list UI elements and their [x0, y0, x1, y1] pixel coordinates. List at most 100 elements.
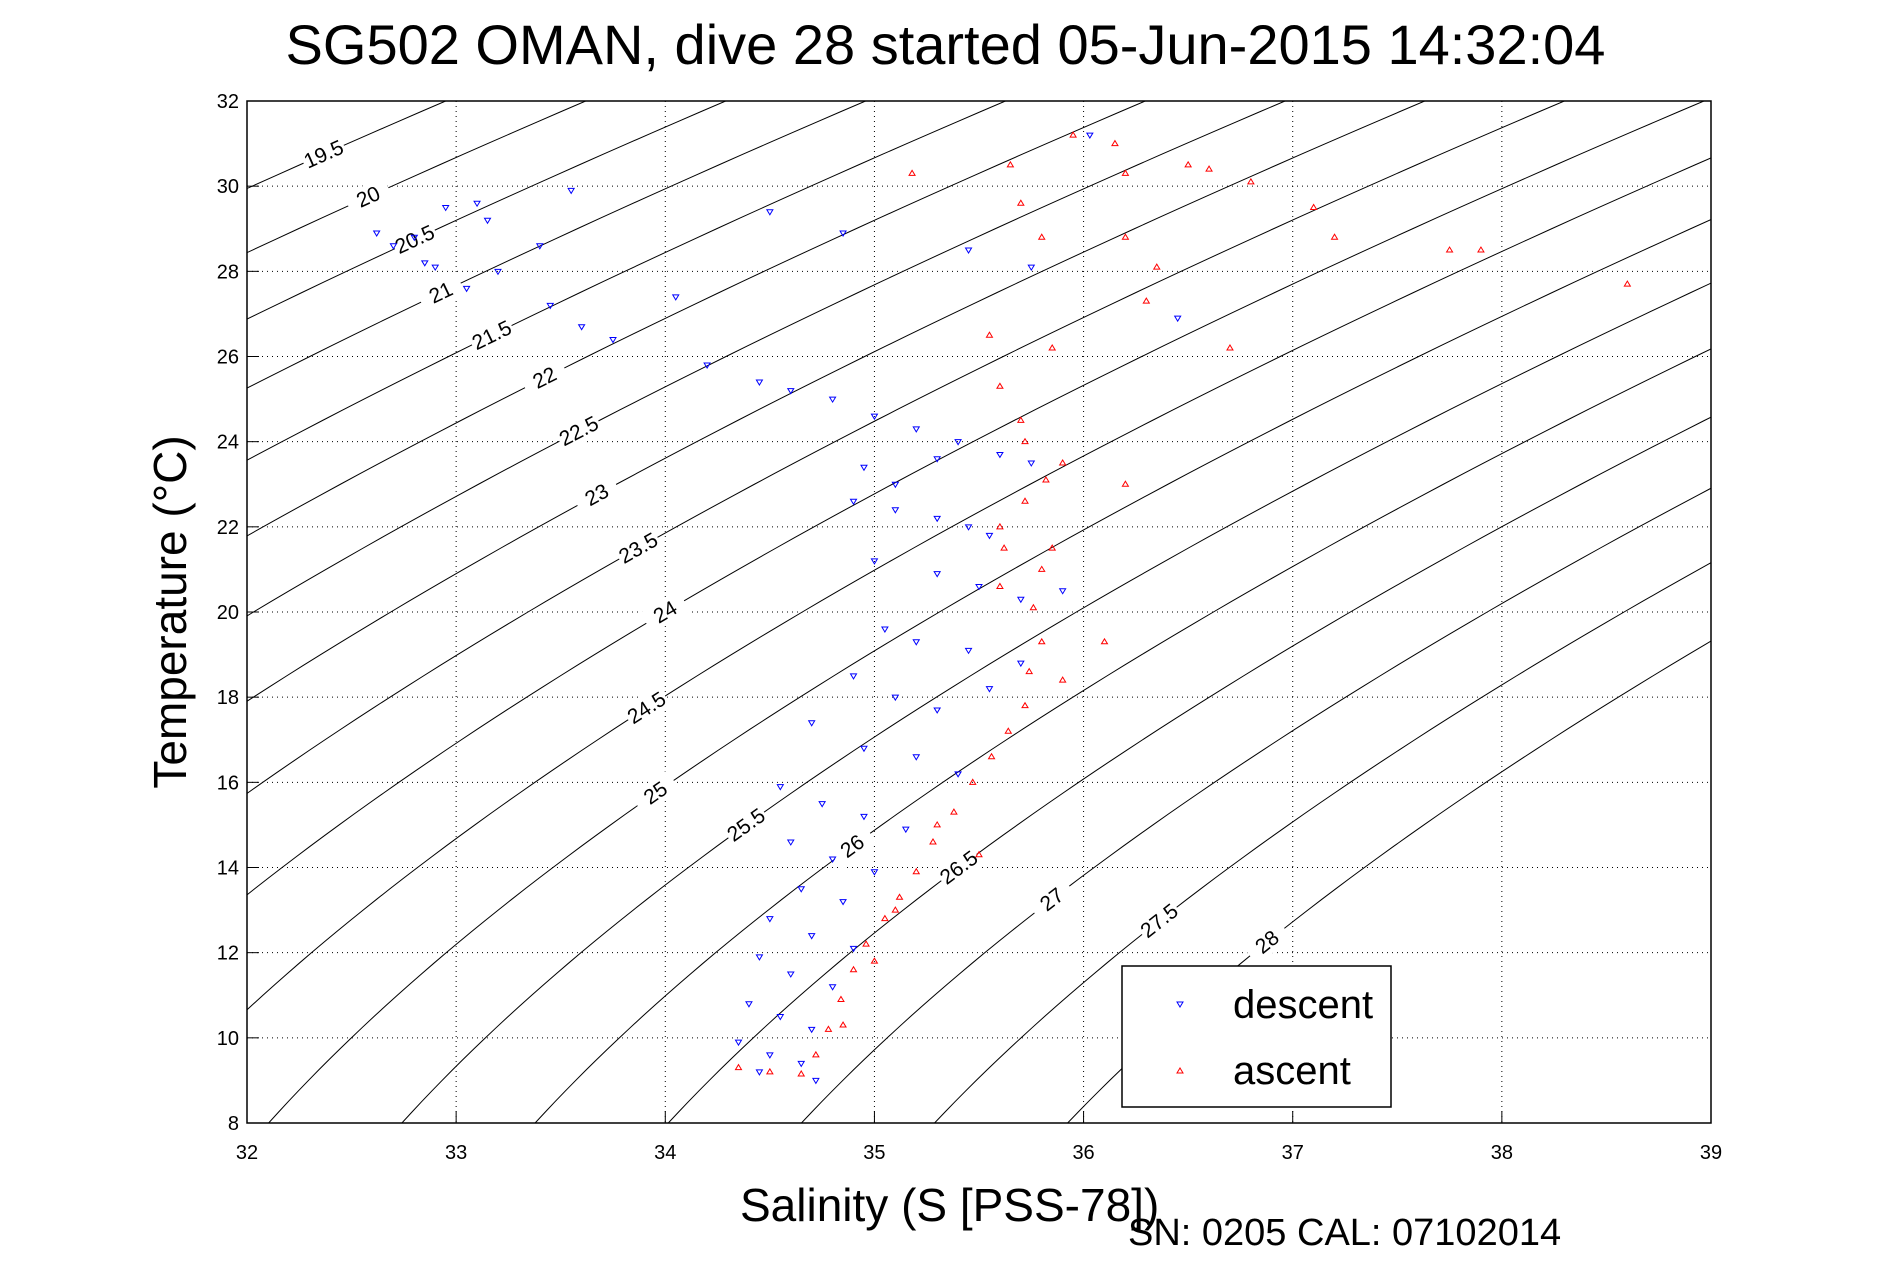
ascent-point: [765, 1067, 774, 1075]
isopycnal-line: [247, 101, 1426, 702]
x-tick-label: 37: [1282, 1142, 1304, 1164]
isopycnal-line: [247, 101, 1007, 461]
ascent-point: [1069, 131, 1077, 138]
descent-point: [828, 856, 837, 863]
isopycnal-label-bg: [466, 314, 517, 356]
isopycnal-label-bg: [298, 134, 349, 175]
ascent-point: [1142, 297, 1151, 304]
descent-point: [933, 456, 942, 463]
ascent-point: [1025, 667, 1034, 675]
ascent-point: [985, 331, 994, 338]
legend: descent ascent: [1121, 965, 1392, 1108]
ascent-point: [1042, 476, 1050, 483]
descent-point: [755, 1069, 764, 1076]
serial-calibration-note: SN: 0205 CAL: 07102014: [1128, 1212, 1562, 1254]
descent-point: [745, 1001, 753, 1008]
x-tick-label: 38: [1491, 1142, 1513, 1164]
descent-point: [985, 686, 994, 693]
descent-point: [839, 899, 847, 906]
ascent-point: [824, 1025, 833, 1032]
ascent-point: [839, 1021, 847, 1028]
descent-point: [828, 984, 837, 991]
ascent-point: [1184, 160, 1193, 168]
ascent-point: [1048, 344, 1057, 351]
descent-point: [494, 268, 502, 276]
ascent-point: [1121, 233, 1130, 240]
isopycnal-label: 27.5: [1136, 899, 1182, 942]
y-tick-label: 8: [228, 1113, 239, 1135]
isopycnal-label-bg: [827, 823, 878, 869]
isopycnal-line: [247, 101, 867, 389]
descent-point: [964, 647, 973, 655]
x-tick-label: 39: [1700, 1142, 1722, 1164]
y-axis-label: Temperature (°C): [144, 435, 196, 789]
y-tick-label: 28: [217, 261, 239, 283]
density-contours: [247, 101, 1711, 1123]
descent-point: [765, 209, 774, 216]
y-tick-label: 10: [217, 1028, 239, 1050]
descent-point: [1027, 460, 1036, 467]
ascent-point: [1016, 199, 1025, 206]
ascent-point: [1004, 727, 1013, 734]
ascent-point: [1021, 437, 1029, 445]
ascent-point: [891, 906, 900, 913]
ascent-point: [862, 940, 870, 947]
legend-label-descent: descent: [1233, 983, 1373, 1027]
ascent-point: [912, 867, 921, 875]
descent-point: [535, 243, 544, 250]
descent-point: [755, 954, 764, 961]
x-tick-label: 32: [236, 1142, 258, 1164]
ascent-point: [996, 582, 1004, 589]
ascent-point: [1048, 544, 1057, 551]
ascent-point: [1111, 139, 1119, 147]
ascent-point: [1037, 637, 1046, 645]
ascent-point: [797, 1070, 806, 1077]
ascent-point: [1247, 177, 1255, 185]
y-tick-label: 30: [217, 176, 239, 198]
x-tick-label: 35: [863, 1142, 885, 1164]
ascent-point: [895, 893, 904, 900]
descent-point: [786, 971, 795, 978]
descent-point: [870, 869, 879, 876]
descent-point: [985, 532, 994, 540]
ascent-point: [996, 382, 1004, 389]
isopycnal-line: [247, 101, 1147, 537]
ascent-point: [734, 1063, 743, 1071]
descent-point: [786, 839, 795, 846]
descent-point: [891, 481, 900, 489]
isopycnal-label-bg: [621, 685, 672, 730]
descent-point: [933, 515, 942, 523]
descent-point: [860, 464, 868, 472]
isopycnal-line: [247, 101, 1566, 795]
ascent-point: [1037, 233, 1046, 240]
y-tick-label: 20: [217, 602, 239, 624]
descent-point: [473, 200, 481, 208]
ascent-point: [987, 752, 996, 760]
descent-point: [881, 626, 889, 634]
ascent-point: [996, 522, 1004, 530]
descent-point: [860, 745, 868, 753]
descent-point: [964, 247, 973, 255]
ascent-point: [1000, 544, 1008, 551]
isopycnal-label-bg: [519, 357, 570, 399]
descent-point: [765, 916, 774, 923]
descent-point: [483, 217, 492, 225]
descent-point: [1027, 264, 1036, 272]
y-tick-label: 22: [217, 517, 239, 539]
ascent-point: [1058, 458, 1067, 466]
y-tick-label: 32: [217, 91, 239, 113]
isopycnal-label-bg: [721, 802, 772, 848]
descent-point: [964, 524, 973, 531]
legend-marker-ascent: [1176, 1067, 1184, 1074]
descent-point: [786, 388, 795, 395]
descent-point: [776, 1014, 785, 1021]
isopycnal-label-bg: [630, 770, 681, 816]
ascent-point: [1037, 565, 1046, 572]
ascent-point: [1477, 246, 1485, 253]
ascent-point: [1016, 416, 1025, 423]
x-axis-label: Salinity (S [PSS-78]): [740, 1179, 1160, 1231]
descent-point: [860, 813, 868, 821]
descent-point: [755, 379, 764, 387]
y-tick-label: 16: [217, 772, 239, 794]
